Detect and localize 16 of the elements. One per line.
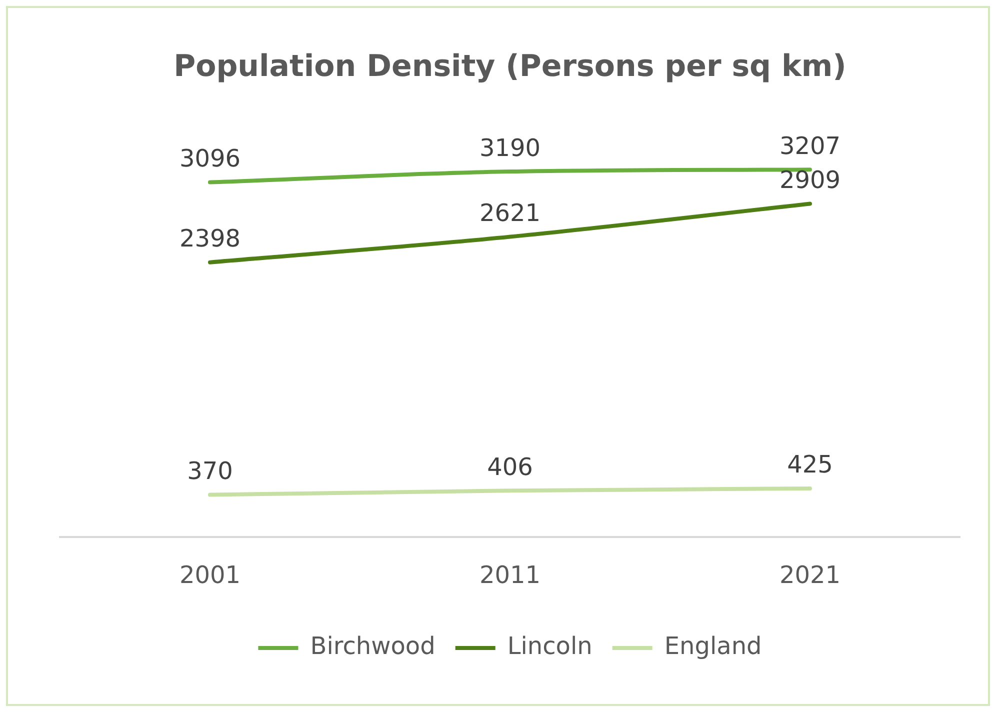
legend-label: Lincoln: [507, 632, 592, 660]
legend-label: England: [664, 632, 762, 660]
data-label: 370: [187, 457, 233, 486]
x-tick-label: 2011: [479, 560, 541, 589]
data-label: 406: [487, 452, 533, 481]
data-label: 3190: [479, 134, 541, 162]
legend-label: Birchwood: [310, 632, 436, 660]
data-label: 2398: [179, 224, 241, 253]
data-label: 2621: [479, 198, 541, 227]
data-label: 3207: [779, 132, 841, 160]
data-label: 3096: [179, 144, 241, 173]
chart-title: Population Density (Persons per sq km): [174, 48, 846, 84]
x-tick-label: 2021: [779, 560, 841, 589]
data-label: 2909: [779, 166, 841, 194]
data-label: 425: [787, 450, 833, 479]
x-tick-label: 2001: [179, 560, 241, 589]
